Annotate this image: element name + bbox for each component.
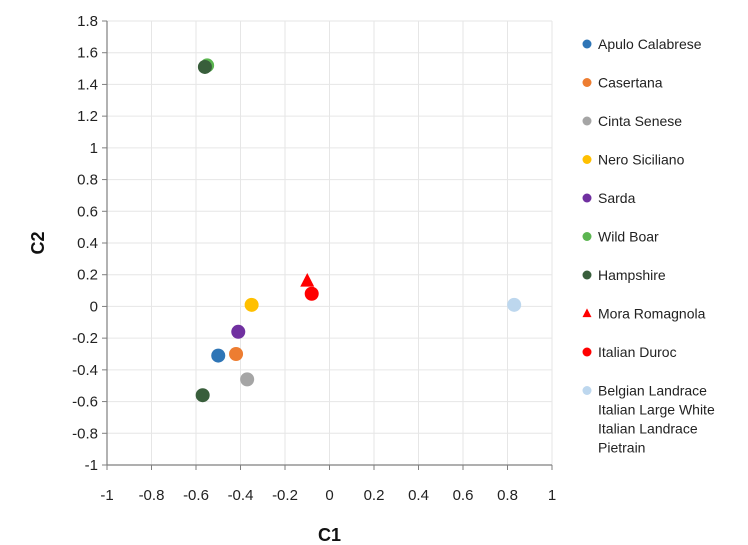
legend-label: Mora Romagnola bbox=[598, 306, 706, 322]
x-axis-title: C1 bbox=[318, 525, 341, 545]
x-tick-label: -0.8 bbox=[139, 487, 165, 504]
y-tick-label: -0.8 bbox=[72, 425, 98, 442]
legend-label-line: Apulo Calabrese bbox=[598, 36, 702, 52]
y-tick-label: 0 bbox=[90, 298, 98, 315]
legend-marker bbox=[582, 78, 592, 87]
data-point bbox=[507, 297, 522, 312]
legend-label: Casertana bbox=[598, 75, 663, 91]
y-tick-label: 1 bbox=[90, 140, 98, 157]
data-point bbox=[195, 388, 210, 403]
legend-label-line: Italian Large White bbox=[598, 402, 715, 418]
legend-marker bbox=[582, 116, 592, 126]
legend-label: Wild Boar bbox=[598, 229, 659, 245]
legend-label-line: Hampshire bbox=[598, 267, 666, 283]
legend-label-line: Italian Duroc bbox=[598, 344, 677, 360]
data-point bbox=[300, 273, 315, 287]
legend-label-line: Cinta Senese bbox=[598, 113, 682, 129]
legend-label-line: Casertana bbox=[598, 75, 663, 91]
legend-label-line: Sarda bbox=[598, 190, 636, 206]
x-tick-label: -1 bbox=[100, 487, 113, 504]
legend-label: Italian Duroc bbox=[598, 344, 677, 360]
y-tick-label: -0.6 bbox=[72, 394, 98, 411]
x-tick-label: 0.2 bbox=[364, 487, 385, 504]
data-point bbox=[304, 286, 319, 301]
y-tick-label: 0.2 bbox=[77, 267, 98, 284]
legend-label: Hampshire bbox=[598, 267, 666, 283]
legend-label-line: Wild Boar bbox=[598, 229, 659, 245]
legend-marker bbox=[582, 386, 592, 395]
y-tick-label: 1.6 bbox=[77, 45, 98, 62]
data-point bbox=[197, 59, 212, 74]
legend-marker bbox=[582, 347, 592, 357]
y-tick-label: 1.4 bbox=[77, 76, 98, 93]
y-tick-label: -0.2 bbox=[72, 330, 98, 347]
y-tick-label: 1.2 bbox=[77, 108, 98, 125]
x-tick-label: 0.4 bbox=[408, 487, 429, 504]
legend-label: Cinta Senese bbox=[598, 113, 682, 129]
x-tick-label: -0.4 bbox=[228, 487, 254, 504]
legend-label: Belgian Landrace Italian Large White Itali… bbox=[598, 383, 715, 456]
legend-marker bbox=[582, 39, 592, 49]
x-tick-label: 0.8 bbox=[497, 487, 518, 504]
data-point bbox=[244, 297, 259, 312]
legend-label: Nero Siciliano bbox=[598, 152, 685, 168]
legend-label: Sarda bbox=[598, 190, 636, 206]
y-tick-label: 0.6 bbox=[77, 203, 98, 220]
y-tick-label: -1 bbox=[85, 457, 98, 474]
data-point bbox=[229, 347, 244, 361]
data-point bbox=[211, 348, 226, 363]
x-tick-label: -0.6 bbox=[183, 487, 209, 504]
x-tick-label: 0.6 bbox=[453, 487, 474, 504]
legend-marker bbox=[582, 232, 592, 241]
legend-marker bbox=[582, 193, 592, 203]
legend-label-line: Belgian Landrace bbox=[598, 383, 707, 399]
x-tick-label: -0.2 bbox=[272, 487, 298, 504]
legend-label-line: Italian Landrace bbox=[598, 421, 698, 437]
legend-label-line: Mora Romagnola bbox=[598, 306, 706, 322]
y-axis-title: C2 bbox=[28, 231, 48, 254]
legend-label-line: Nero Siciliano bbox=[598, 152, 685, 168]
y-tick-label: 0.4 bbox=[77, 235, 98, 252]
legend-marker bbox=[582, 270, 592, 280]
data-point bbox=[231, 324, 246, 339]
legend-marker bbox=[582, 155, 592, 164]
legend-label: Apulo Calabrese bbox=[598, 36, 702, 52]
x-tick-label: 1 bbox=[548, 487, 556, 504]
y-tick-label: 0.8 bbox=[77, 172, 98, 189]
legend-label-line: Pietrain bbox=[598, 440, 645, 456]
y-tick-label: 1.8 bbox=[77, 13, 98, 30]
y-tick-label: -0.4 bbox=[72, 362, 98, 379]
legend-marker bbox=[582, 308, 592, 318]
x-tick-label: 0 bbox=[325, 487, 333, 504]
data-point bbox=[240, 372, 255, 387]
